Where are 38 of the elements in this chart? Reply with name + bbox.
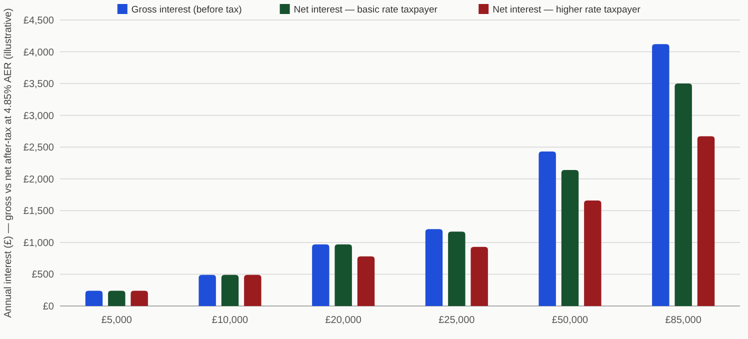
legend-label: Net interest — higher rate taxpayer xyxy=(492,4,640,16)
bar xyxy=(130,290,148,306)
x-tick-label: £20,000 xyxy=(325,315,362,326)
bar xyxy=(312,244,330,306)
bar xyxy=(697,136,715,306)
y-tick-label: £2,000 xyxy=(23,174,54,186)
x-tick-label: £50,000 xyxy=(552,315,589,326)
y-axis-title: Annual interest (£) — gross vs net after-tax at 4.85% AER (illustrative) xyxy=(3,8,14,318)
bar xyxy=(584,200,602,306)
bar xyxy=(561,170,579,306)
x-tick-label: £25,000 xyxy=(438,315,476,326)
bar xyxy=(470,246,488,306)
bar xyxy=(244,274,262,306)
bar xyxy=(538,152,556,306)
legend-label: Net interest — basic rate taxpayer xyxy=(294,4,438,16)
bar xyxy=(674,84,692,306)
y-tick-label: £3,000 xyxy=(23,110,54,122)
x-tick-label: £5,000 xyxy=(101,315,132,326)
bar xyxy=(357,256,375,306)
bar xyxy=(652,44,670,306)
x-tick-label: £10,000 xyxy=(212,315,249,326)
bar xyxy=(425,229,443,306)
bar xyxy=(198,274,216,306)
y-tick-label: £1,500 xyxy=(23,206,54,218)
y-tick-label: £1,000 xyxy=(23,238,54,249)
bar xyxy=(108,290,126,306)
x-tick-label: £85,000 xyxy=(665,315,702,326)
bar xyxy=(334,244,352,306)
legend-label: Gross interest (before tax) xyxy=(131,4,242,16)
bar xyxy=(448,232,466,306)
y-tick-label: £4,000 xyxy=(23,47,54,58)
y-tick-label: £500 xyxy=(32,270,54,281)
bar xyxy=(85,290,103,306)
y-tick-label: £3,500 xyxy=(23,79,54,90)
y-tick-label: £2,500 xyxy=(23,142,54,154)
y-tick-label: £0 xyxy=(42,302,54,312)
bar xyxy=(221,274,239,306)
y-tick-label: £4,500 xyxy=(23,16,54,26)
